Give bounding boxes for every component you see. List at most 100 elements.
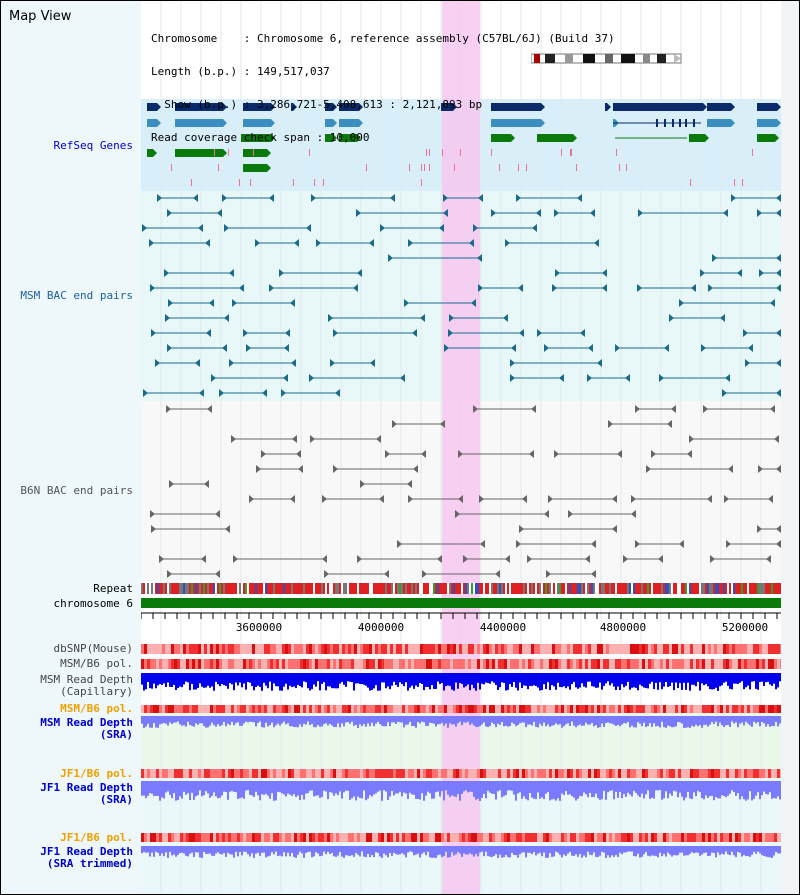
msm-depth-sra-bar <box>623 716 625 724</box>
gene-arrow <box>333 119 337 127</box>
jf1-depth-sra-bar <box>495 781 497 800</box>
jf1-depth-trimmed-bar <box>331 846 333 853</box>
genome-viewport[interactable]: 3600000 4000000 4400000 4800000 5200000 <box>141 1 781 894</box>
repeat-block <box>507 583 509 594</box>
msm-depth-sra-bar <box>355 716 357 725</box>
jf1-depth-trimmed-bar <box>351 846 353 856</box>
msm-b6-pol-cell <box>573 659 576 669</box>
jf1-depth-trimmed-bar <box>233 846 235 858</box>
msm-depth-sra-bar <box>253 716 255 723</box>
jf1-depth-sra-bar <box>477 781 479 799</box>
jf1-b6-pol-cell <box>510 769 513 778</box>
msm-b6-pol-cell <box>297 659 300 669</box>
msm-depth-sra-bar <box>423 716 425 723</box>
dbsnp-cell <box>714 644 717 654</box>
jf1-depth-trimmed-bar <box>521 846 523 853</box>
msm-b6-pol-cell <box>429 659 432 669</box>
refseq-gene <box>707 119 731 127</box>
jf1-b6-pol2-cell <box>681 833 684 842</box>
msm-depth-sra-bar <box>543 716 545 723</box>
msm-depth-capillary-bar <box>543 673 545 685</box>
jf1-b6-pol2-cell <box>360 833 363 842</box>
jf1-depth-sra-bar <box>591 781 593 798</box>
msm-bac-pair-end <box>285 329 290 337</box>
repeat-block <box>699 583 701 594</box>
msm-b6-pol-cell <box>468 659 471 669</box>
track-label-refseq-genes[interactable]: RefSeq Genes <box>53 139 133 152</box>
msm-b6-pol2-cell <box>201 705 204 713</box>
msm-depth-capillary-bar <box>353 673 355 691</box>
msm-b6-pol-cell <box>225 659 228 669</box>
track-label-b6n-bac[interactable]: B6N BAC end pairs <box>20 484 133 497</box>
dbsnp-cell <box>324 644 327 654</box>
jf1-depth-sra-bar <box>589 781 591 793</box>
msm-b6-pol-cell <box>336 659 339 669</box>
track-label-msm-bac[interactable]: MSM BAC end pairs <box>20 289 133 302</box>
dbsnp-cell <box>291 644 294 654</box>
msm-depth-sra-bar <box>337 716 339 724</box>
jf1-b6-pol-cell <box>246 769 249 778</box>
dbsnp-cell <box>192 644 195 654</box>
repeat-block <box>729 583 731 594</box>
track-label-dbsnp: dbSNP(Mouse) <box>53 642 133 655</box>
msm-b6-pol-cell <box>399 659 402 669</box>
msm-bac-pair-end <box>199 389 204 397</box>
jf1-depth-trimmed-bar <box>291 846 293 854</box>
jf1-b6-pol2-cell <box>684 833 687 842</box>
msm-depth-sra-bar <box>721 716 723 726</box>
jf1-depth-sra-bar <box>395 781 397 794</box>
msm-b6-pol-cell <box>657 659 660 669</box>
b6n-bac-pair-end <box>296 450 301 458</box>
jf1-b6-pol-cell <box>243 769 246 778</box>
jf1-depth-trimmed-bar <box>145 846 147 853</box>
dbsnp-cell <box>339 644 342 654</box>
jf1-b6-pol-cell <box>612 769 615 778</box>
chromosome-ideogram[interactable] <box>531 53 683 65</box>
jf1-depth-trimmed-bar <box>765 846 767 857</box>
jf1-b6-pol-cell <box>525 769 528 778</box>
jf1-b6-pol-cell <box>318 769 321 778</box>
jf1-b6-pol-cell <box>438 769 441 778</box>
msm-depth-capillary-bar <box>205 673 207 688</box>
dbsnp-cell <box>663 644 666 654</box>
msm-b6-pol2-cell <box>468 705 471 713</box>
msm-depth-sra-bar <box>523 716 525 723</box>
msm-bac-pair-end <box>443 194 448 202</box>
jf1-depth-trimmed-bar <box>333 846 335 857</box>
msm-depth-sra-bar <box>405 716 407 725</box>
msm-depth-sra-bar <box>709 716 711 725</box>
track-label-msm-b6-pol: MSM/B6 pol. <box>60 657 133 670</box>
msm-depth-capillary-bar <box>293 673 295 687</box>
msm-depth-capillary-bar <box>289 673 291 686</box>
jf1-depth-trimmed-bar <box>411 846 413 852</box>
jf1-depth-sra-bar <box>545 781 547 794</box>
dbsnp-cell <box>624 644 627 654</box>
jf1-b6-pol2-cell <box>168 833 171 842</box>
b6n-bac-pair-end <box>529 450 534 458</box>
refseq-mark <box>250 179 251 186</box>
jf1-depth-trimmed-bar <box>773 846 775 856</box>
jf1-b6-pol2-cell <box>723 833 726 842</box>
msm-b6-pol2-cell <box>480 705 483 713</box>
msm-depth-capillary-bar <box>345 673 347 687</box>
repeat-block <box>655 583 657 594</box>
msm-depth-capillary-bar <box>247 673 249 682</box>
msm-depth-sra-bar <box>545 716 547 727</box>
jf1-b6-pol2-cell <box>420 833 423 842</box>
jf1-depth-sra-bar <box>657 781 659 791</box>
refseq-gene <box>241 134 271 142</box>
repeat-block <box>473 583 475 594</box>
axis-tick-label: 3600000 <box>236 621 282 634</box>
jf1-depth-trimmed-bar <box>639 846 641 858</box>
jf1-depth-trimmed-bar <box>213 846 215 856</box>
jf1-depth-trimmed-bar <box>697 846 699 853</box>
repeat-block <box>569 583 571 594</box>
track-label-chromosome: chromosome 6 <box>53 597 133 610</box>
msm-bac-pair-end <box>590 209 595 217</box>
msm-depth-capillary-bar <box>747 673 749 686</box>
msm-bac-pair-end <box>157 194 162 202</box>
jf1-depth-trimmed-bar <box>585 846 587 858</box>
track-canvas[interactable]: 3600000 4000000 4400000 4800000 5200000 <box>141 1 781 894</box>
msm-bac-pair-end <box>353 284 358 292</box>
msm-depth-sra-bar <box>731 716 733 722</box>
